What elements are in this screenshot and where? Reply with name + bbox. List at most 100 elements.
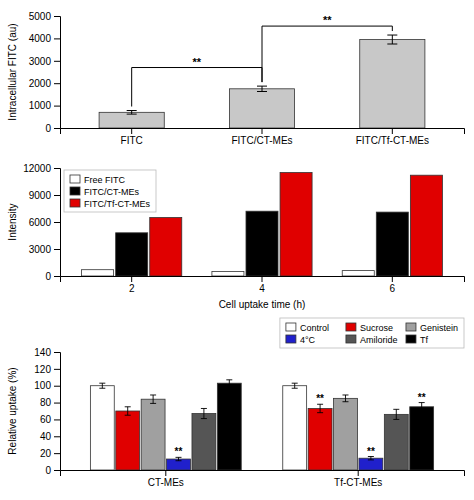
series [141,395,357,470]
tick-label: FITC [121,135,143,146]
bar [360,40,425,128]
legend-label: 4°C [300,335,316,345]
annotation: ** [175,446,183,457]
x-tick: 6 [390,276,396,294]
series [116,211,409,276]
significance-bracket [132,68,262,107]
tick-label: 6000 [29,217,52,228]
x-tick: FITC/CT-MEs [231,128,292,146]
legend-frame [280,318,464,348]
legend-frame [64,170,156,212]
tick-mark [54,168,60,169]
legend: Free FITCFITC/CT-MEsFITC/Tf-CT-MEs [64,170,156,212]
legend-swatch [70,199,80,207]
tick-label: 20 [40,448,52,459]
tick-label: Tf-CT-MEs [334,477,382,488]
x-axis: 2 4 6 [61,276,465,294]
legend-item: Free FITC [70,175,126,185]
bar [82,270,114,276]
bar [410,407,434,470]
tick-mark [54,436,60,437]
legend-swatch [70,187,80,195]
y-tick: 1000 [29,100,60,111]
tick-label: 0 [45,465,51,476]
y-tick: 0 [45,271,60,282]
series [217,380,433,470]
y-tick: 3000 [29,56,60,67]
tick-mark [392,128,393,134]
tick-mark [54,470,60,471]
error-bar [201,408,207,418]
tick-mark [131,276,132,282]
legend-swatch [346,323,356,331]
x-tick: CT-MEs [148,470,184,488]
tick-mark [262,128,263,134]
tick-mark [54,419,60,420]
legend-swatch [286,323,296,331]
tick-mark [54,403,60,404]
bar [141,399,165,470]
legend-item: Sucrose [346,323,393,333]
annotation: ** [418,392,426,403]
x-axis: FITC FITC/CT-MEs FITC/Tf-CT-MEs [61,128,465,146]
annotation: ** [193,56,202,68]
y-axis-title: Relative uptake (%) [7,367,18,454]
error-bar [176,457,182,460]
y-tick: 0 [45,465,60,476]
bar [116,411,140,470]
y-tick: 9000 [29,190,60,201]
panel: 030006000900012000246IntensityCell uptak… [7,163,465,310]
tick-label: 12000 [23,163,51,174]
tick-label: 3000 [29,244,52,255]
tick-mark [54,38,60,39]
bar [217,383,241,470]
error-bar [150,395,156,403]
bar [308,408,332,470]
x-tick: FITC [121,128,143,146]
tick-mark [54,352,60,353]
legend-swatch [70,175,80,183]
error-bar [125,407,131,415]
bar [192,414,216,470]
series [150,173,443,277]
y-tick: 2000 [29,78,60,89]
bar [229,89,294,128]
y-tick: 0 [45,123,60,134]
error-bar [292,383,298,388]
tick-mark [165,470,166,476]
axis-line [61,277,465,283]
x-tick: FITC/Tf-CT-MEs [356,128,429,146]
chart: 010002000300040005000FITCFITC/CT-MEsFITC… [0,0,474,500]
legend: ControlSucroseGenistein4°CAmilorideTf [280,318,464,348]
tick-mark [54,386,60,387]
y-axis: 0 3000 6000 9000 12000 [23,163,60,282]
panel: 010002000300040005000FITCFITC/CT-MEsFITC… [7,11,465,146]
bar [90,386,114,470]
error-bar [317,404,323,412]
bar [334,398,358,470]
annotation: ** [323,14,332,26]
legend-swatch [346,335,356,343]
error-bar [127,111,137,115]
tick-label: 4000 [29,33,52,44]
axis-line [54,17,61,129]
y-tick: 12000 [23,163,60,174]
x-tick: 4 [259,276,265,294]
y-axis: 0 1000 2000 3000 4000 5000 [29,11,61,134]
bar [116,233,148,276]
tick-label: 1000 [29,100,52,111]
tick-mark [262,276,263,282]
y-tick: 5000 [29,11,60,22]
y-tick: 40 [40,431,60,442]
legend-swatch [406,335,416,343]
legend-label: Free FITC [84,175,126,185]
tick-mark [54,369,60,370]
tick-label: 2 [129,283,135,294]
y-tick: 100 [34,380,60,391]
tick-mark [54,83,60,84]
error-bar [387,35,397,44]
tick-label: 80 [40,397,52,408]
tick-mark [54,276,60,277]
tick-label: CT-MEs [148,477,184,488]
panel: 020406080100120140CT-MEsTf-CT-MEs*******… [7,318,465,488]
